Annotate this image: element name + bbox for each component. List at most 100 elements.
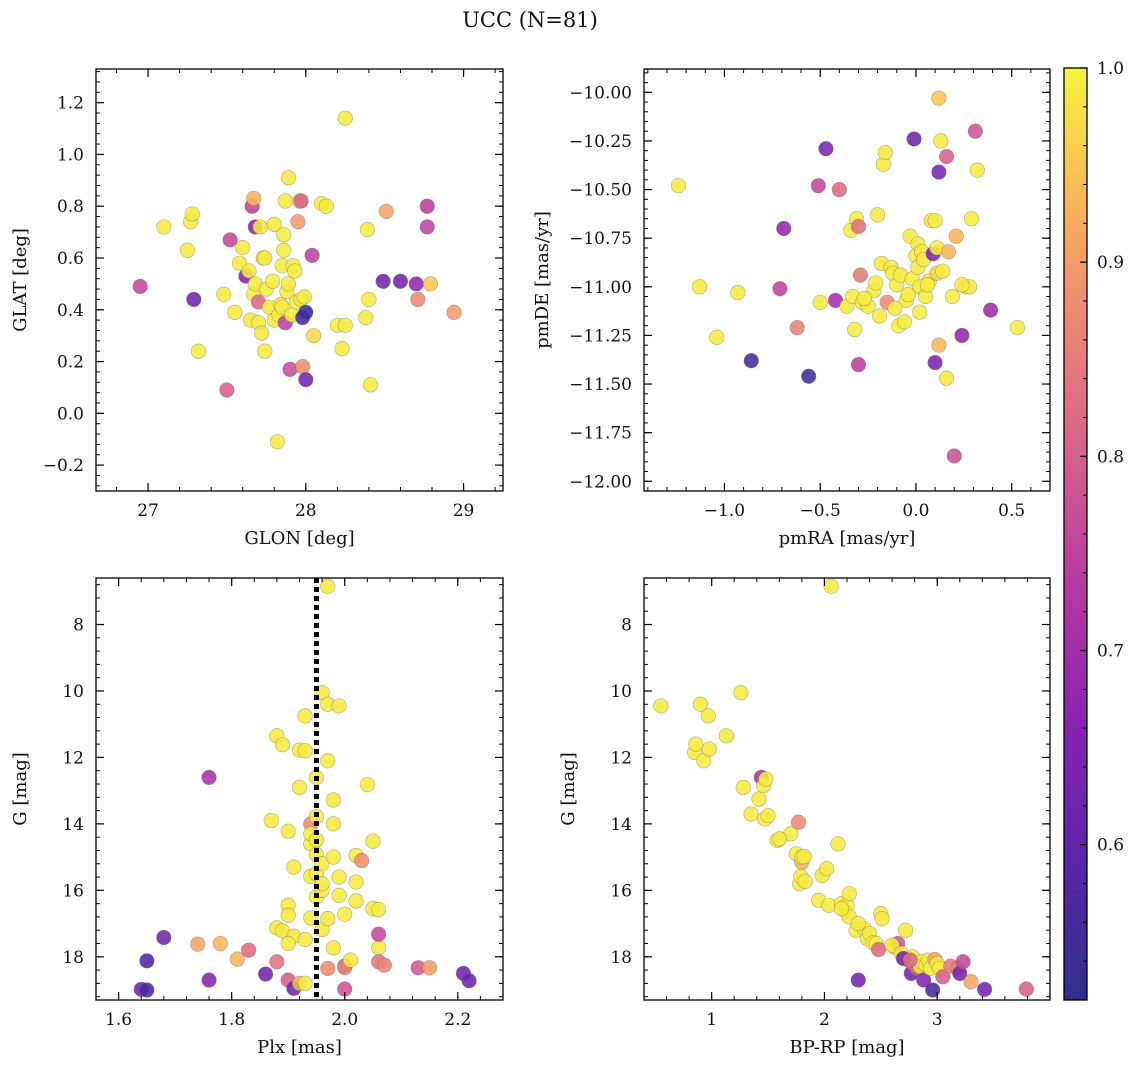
scatter-point [700, 708, 716, 724]
scatter-point [948, 228, 964, 244]
scatter-point [963, 974, 979, 990]
scatter-point [735, 779, 751, 795]
y-tick-label: 8 [73, 616, 84, 636]
scatter-point [304, 247, 320, 264]
scatter-point [796, 848, 812, 865]
colorbar-tick-label: 0.6 [1097, 836, 1124, 856]
scatter-point [850, 218, 867, 235]
scatter-point [733, 685, 749, 701]
y-axis-label: GLAT [deg] [10, 228, 31, 332]
scatter-point [850, 972, 866, 988]
scatter-point [935, 263, 951, 279]
axes-frame [95, 68, 504, 492]
scatter-point [421, 960, 438, 976]
scatter-point [280, 170, 297, 186]
x-tick-label: 1.6 [105, 1010, 132, 1030]
scatter-point [967, 123, 983, 139]
scatter-point [362, 377, 379, 393]
colorbar-tick-label: 0.7 [1097, 642, 1124, 662]
scatter-point [818, 141, 834, 157]
scatter-point [831, 181, 847, 198]
scatter-point [955, 954, 971, 970]
scatter-point [801, 368, 817, 384]
scatter-point [847, 321, 863, 338]
scatter-point [819, 861, 835, 877]
scatter-point [179, 242, 196, 258]
scatter-point [461, 973, 477, 989]
y-tick-label: 14 [610, 815, 632, 835]
y-tick-label: 12 [610, 748, 632, 768]
y-tick-label: −11.00 [569, 278, 632, 298]
scatter-point [983, 302, 999, 318]
scatter-point [257, 250, 273, 266]
scatter-point [954, 327, 970, 344]
colorbar: 0.6 0.7 0.8 0.9 1.0 [1063, 59, 1124, 1001]
x-tick-label: 0.5 [998, 501, 1025, 521]
y-tick-label: 8 [621, 616, 632, 636]
scatter-point [789, 320, 805, 336]
scatter-point [297, 975, 313, 991]
y-tick-label: 14 [62, 815, 84, 835]
y-tick-label: 18 [62, 948, 84, 968]
scatter-point [246, 190, 262, 207]
y-tick-label: −11.25 [569, 326, 632, 346]
y-tick-label: 12 [62, 748, 84, 768]
scatter-point [812, 294, 828, 310]
scatter-point [257, 343, 273, 359]
scatter-point [790, 814, 807, 830]
scatter-point [653, 698, 669, 714]
scatter-point [219, 382, 235, 398]
scatter-point [371, 926, 387, 942]
y-axis-label: G [mag] [10, 752, 31, 825]
scatter-point [927, 213, 943, 229]
scatter-point [371, 902, 387, 918]
y-tick-label: 16 [62, 881, 84, 901]
colorbar-tick-label: 0.9 [1097, 253, 1124, 273]
scatter-point [410, 291, 426, 308]
scatter-point [688, 736, 704, 752]
scatter-point [291, 779, 308, 795]
scatter-point [823, 578, 839, 594]
scatter-point [771, 831, 787, 847]
scatter-point [916, 972, 932, 988]
y-tick-label: 0.8 [57, 197, 84, 217]
x-axis-label: BP-RP [mag] [789, 1037, 904, 1058]
scatter-point [1009, 320, 1026, 336]
scatter-point [280, 823, 296, 839]
scatter-point [325, 792, 342, 808]
scatter-point [701, 741, 718, 757]
y-tick-label: −11.50 [569, 375, 632, 395]
scatter-point [297, 708, 313, 724]
y-tick-label: −0.2 [43, 456, 84, 476]
scatter-point [833, 901, 849, 917]
scatter-point [325, 849, 342, 865]
scatter-point [269, 434, 286, 450]
y-tick-label: 1.2 [57, 94, 84, 114]
scatter-point [306, 328, 322, 344]
scatter-point [297, 743, 313, 759]
scatter-point [139, 953, 155, 969]
scatter-point [375, 273, 391, 289]
scatter-point [212, 935, 228, 952]
scatter-point [337, 110, 353, 126]
scatter-point [856, 290, 872, 307]
scatter-point [743, 353, 759, 369]
scatter-point [743, 806, 759, 822]
y-tick-label: 10 [610, 682, 632, 702]
y-tick-label: 18 [610, 948, 632, 968]
scatter-point [227, 304, 243, 320]
x-tick-label: −1.0 [704, 501, 745, 521]
scatter-point [298, 304, 314, 320]
scatter-point [906, 131, 922, 147]
x-tick-label: 3 [932, 1010, 943, 1030]
scatter-point [265, 273, 281, 289]
scatter-point [810, 178, 826, 194]
y-tick-label: −10.50 [569, 181, 632, 201]
scatter-point [282, 361, 298, 377]
scatter-point [376, 957, 392, 973]
scatter-point [772, 281, 788, 297]
scatter-point [371, 939, 387, 956]
point-group [653, 578, 1034, 998]
scatter-point [297, 931, 313, 948]
scatter-point [900, 286, 916, 303]
